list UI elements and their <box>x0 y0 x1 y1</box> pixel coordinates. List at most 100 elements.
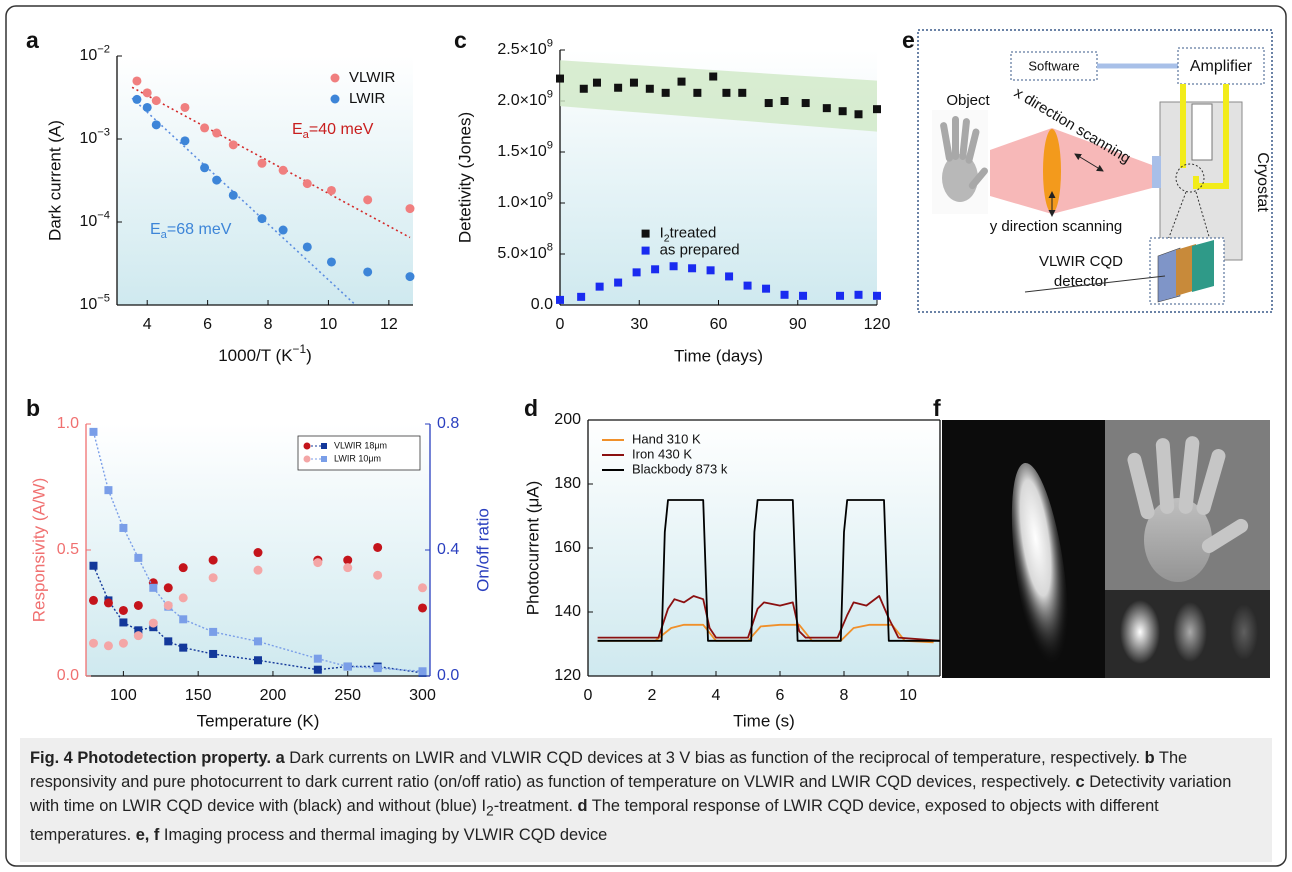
y-tick-label: 2.5×109 <box>497 37 553 58</box>
finger <box>952 116 959 160</box>
detector-layer <box>1157 247 1181 303</box>
ratio-point <box>179 615 188 624</box>
data-line <box>597 623 934 644</box>
detector-label: VLWIR CQD <box>1039 253 1123 270</box>
y2-tick-label: 0.4 <box>437 541 459 558</box>
x-tick-label: 60 <box>710 316 728 333</box>
text-run: 10 <box>79 130 97 147</box>
sub-script: a <box>303 129 310 141</box>
text-run: 10 <box>79 296 97 313</box>
ratio-point <box>254 656 262 665</box>
y-tick-label: 10−3 <box>79 126 110 147</box>
data-point <box>200 163 210 173</box>
text-run: 10 <box>79 47 97 64</box>
finger <box>959 118 970 160</box>
x-tick-label: 30 <box>630 316 648 333</box>
legend-label: VLWIR 18μm <box>334 440 387 450</box>
sup-script: −2 <box>97 43 110 55</box>
legend-swatch <box>321 456 327 462</box>
x-tick-label: 90 <box>789 316 807 333</box>
caption-bold: Fig. 4 Photodetection property. <box>30 749 272 767</box>
data-point <box>373 542 383 552</box>
data-point <box>363 195 373 205</box>
palm <box>942 154 978 202</box>
hot-block <box>1120 600 1160 664</box>
text-run: E <box>292 121 303 138</box>
data-point <box>418 603 428 613</box>
data-point <box>326 185 336 195</box>
detector-zoom <box>1175 163 1205 193</box>
data-point <box>151 96 161 106</box>
data-point <box>88 595 98 605</box>
data-point <box>253 565 263 575</box>
data-point <box>693 88 702 97</box>
cryostat-lens <box>1152 156 1161 188</box>
sup-script: 9 <box>547 37 553 49</box>
data-line <box>597 595 941 642</box>
data-point <box>873 291 881 300</box>
x-tick-label: 120 <box>864 316 891 333</box>
data-point <box>148 618 158 628</box>
sup-script: −5 <box>97 292 110 304</box>
x-tick-label: 0 <box>556 316 565 333</box>
data-point <box>645 84 654 93</box>
x-tick-label: 4 <box>712 687 721 704</box>
sup-script: 9 <box>547 190 553 202</box>
thumb <box>968 167 988 190</box>
data-point <box>405 204 415 214</box>
diagram-panel: e Software Amplifier Cryostat Object x d… <box>902 27 1273 313</box>
ratio-point <box>119 523 128 532</box>
data-point <box>743 281 752 290</box>
detector-label: detector <box>1054 273 1108 290</box>
caption-bold: d <box>577 797 588 815</box>
data-point <box>228 190 238 200</box>
y-tick-label: 200 <box>554 411 581 428</box>
legend-label: I2treated <box>660 225 717 245</box>
data-point <box>780 97 789 105</box>
data-point <box>614 278 623 287</box>
data-point <box>178 563 188 573</box>
sub-script: a <box>161 229 168 241</box>
x-tick-label: 12 <box>380 316 398 333</box>
panel-letter: f <box>933 395 941 421</box>
data-point <box>212 128 222 138</box>
x-tick-label: 0 <box>584 687 593 704</box>
data-point <box>133 631 143 641</box>
data-point <box>669 262 678 271</box>
ratio-point <box>149 583 158 592</box>
data-point <box>854 290 863 299</box>
caption-text: Detectivity variation with time on LWIR … <box>30 773 1232 815</box>
x-tick-label: 100 <box>110 687 137 704</box>
ratio-point <box>164 637 173 646</box>
data-point <box>151 120 161 130</box>
data-point <box>801 99 810 108</box>
x-tick-label: 10 <box>899 687 917 704</box>
data-point <box>343 555 353 565</box>
data-point <box>822 104 831 113</box>
data-point <box>836 291 845 300</box>
data-point <box>632 268 641 277</box>
legend-swatch <box>321 443 327 449</box>
data-point <box>651 265 660 274</box>
data-point <box>780 290 789 299</box>
ir-beam <box>990 128 1152 214</box>
data-point <box>688 264 697 273</box>
y-axis-label: Detetivity (Jones) <box>455 112 474 243</box>
panel-letter: c <box>454 27 467 53</box>
data-point <box>838 107 847 116</box>
data-point <box>725 272 734 281</box>
data-point <box>677 77 686 86</box>
finger <box>940 122 953 162</box>
x-tick-label: 150 <box>185 687 212 704</box>
ratio-point <box>209 627 218 636</box>
data-point <box>118 638 128 648</box>
hand-finger <box>1155 438 1175 514</box>
data-point <box>799 291 808 300</box>
data-point <box>200 123 210 133</box>
legend-label: Hand 310 K <box>632 431 701 446</box>
legend-label: Blackbody 873 k <box>632 461 728 476</box>
object-hand <box>932 110 988 214</box>
ratio-point <box>343 662 352 671</box>
hand-finger <box>1178 436 1200 514</box>
